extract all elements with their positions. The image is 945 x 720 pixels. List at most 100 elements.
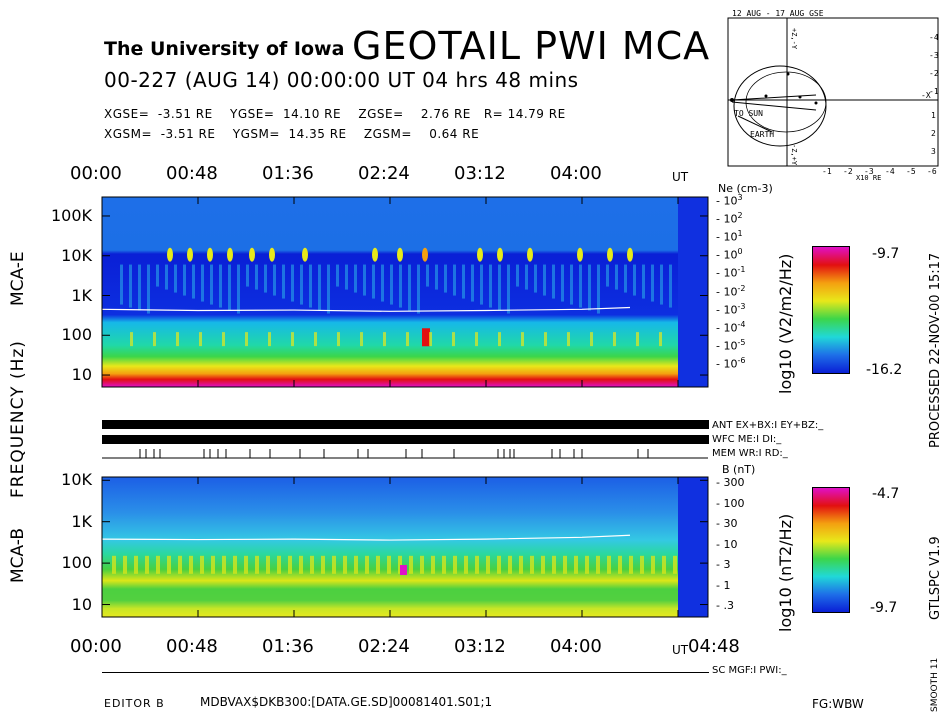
mca-e-streak xyxy=(336,264,339,287)
bottom-time-tick: 01:36 xyxy=(262,636,314,657)
orbit-plot: 12 AUG - 17 AUG GSE TO SUN EARTH -X +Z,-… xyxy=(727,9,939,182)
density-tick: - 10-2 xyxy=(716,283,746,299)
mca-e-streak xyxy=(669,264,672,308)
mca-b-streak xyxy=(596,555,600,574)
mca-e-streak xyxy=(237,264,240,314)
mca-b-streak xyxy=(376,555,380,574)
mca-b-streak xyxy=(244,555,248,574)
to-sun-label: TO SUN xyxy=(734,109,763,118)
mca-b-y-tick: 10 xyxy=(71,594,92,614)
mca-e-yellow-streak xyxy=(268,332,271,347)
mca-e-density-line xyxy=(101,306,631,312)
mca-b-streak xyxy=(277,555,281,574)
mca-b-streak xyxy=(222,555,226,574)
mca-e-hotspot xyxy=(422,328,430,347)
mca-e-cbar-label: log10 (V2/m2/Hz) xyxy=(776,253,795,394)
mca-e-streak xyxy=(345,264,348,290)
mca-e-yellow-streak xyxy=(314,332,317,347)
mca-b-streak xyxy=(134,555,138,574)
fg-label: FG:WBW xyxy=(812,697,864,711)
mca-e-yellow-streak xyxy=(636,332,639,347)
mca-e-yellow-streak xyxy=(406,332,409,347)
mca-e-streak xyxy=(129,264,132,308)
mca-b-streak xyxy=(464,555,468,574)
mca-e-yellow-streak xyxy=(475,332,478,347)
mca-e-streak xyxy=(597,264,600,314)
density-tick: - 10-5 xyxy=(716,337,746,353)
mca-b-streak xyxy=(574,555,578,574)
mca-b-streak xyxy=(629,555,633,574)
mca-e-streak xyxy=(228,264,231,311)
orbit-y-tick: 1 xyxy=(931,111,936,120)
mca-e-streak xyxy=(255,264,258,290)
mca-b-streak xyxy=(618,555,622,574)
mca-b-streak xyxy=(398,555,402,574)
mca-e-label: MCA-E xyxy=(8,251,28,306)
mca-b-colorbar xyxy=(812,487,850,613)
b-tick: - 100 xyxy=(716,496,745,510)
date-line: 00-227 (AUG 14) 00:00:00 UT 04 hrs 48 mi… xyxy=(104,68,579,92)
mca-b-streak xyxy=(112,555,116,574)
mca-e-streak xyxy=(174,264,177,293)
mca-e-streak xyxy=(480,264,483,305)
mca-e-yellow-streak xyxy=(291,332,294,347)
orbit-x-tick: -3 xyxy=(864,167,874,176)
mca-b-streak xyxy=(266,555,270,574)
orbit-x-tick: -4 xyxy=(885,167,895,176)
mca-b-streak xyxy=(420,555,424,574)
orbit-x-tick: -6 xyxy=(927,167,937,176)
top-ut-label: UT xyxy=(672,170,689,184)
mca-b-streak xyxy=(662,555,666,574)
mca-e-streak xyxy=(525,264,528,290)
mca-e-streak xyxy=(615,264,618,290)
mca-e-yellow-streak xyxy=(429,332,432,347)
mca-e-streak xyxy=(219,264,222,308)
processed-label: PROCESSED 22-NOV-00 15:17 xyxy=(928,252,943,448)
svg-text:-Z,+Y: -Z,+Y xyxy=(790,144,798,166)
mca-b-streak xyxy=(332,555,336,574)
mca-b-streak xyxy=(156,555,160,574)
mca-b-streak xyxy=(178,555,182,574)
density-tick: - 103 xyxy=(716,193,743,208)
mca-b-streak xyxy=(145,555,149,574)
mca-e-yellow-streak xyxy=(245,332,248,347)
orbit-y-tick: -3 xyxy=(929,51,939,60)
gsm-coords: XGSM= -3.51 RE YGSM= 14.35 RE ZGSM= 0.64… xyxy=(104,127,480,141)
mca-b-streak xyxy=(508,555,512,574)
mca-e-yellow-streak xyxy=(544,332,547,347)
mca-b-streak xyxy=(167,555,171,574)
mca-b-streak xyxy=(530,555,534,574)
orbit-x-tick: -1 xyxy=(822,167,832,176)
bottom-time-tick: 00:00 xyxy=(70,636,122,657)
mca-e-streak xyxy=(147,264,150,314)
mca-e-streak xyxy=(273,264,276,296)
mca-b-cbar-min: -9.7 xyxy=(870,600,898,616)
mca-e-burst xyxy=(249,247,255,262)
svg-text:X10 RE: X10 RE xyxy=(856,174,881,182)
mca-b-streak xyxy=(640,555,644,574)
gse-coords: XGSE= -3.51 RE YGSE= 14.10 RE ZGSE= 2.76… xyxy=(104,107,566,121)
mca-e-streak xyxy=(399,264,402,308)
mca-e-yellow-streak xyxy=(337,332,340,347)
mca-e-burst xyxy=(269,247,275,262)
top-time-tick: 01:36 xyxy=(262,163,314,184)
mca-e-streak xyxy=(444,264,447,293)
mca-e-yellow-streak xyxy=(360,332,363,347)
mca-e-streak xyxy=(363,264,366,296)
density-tick: - 102 xyxy=(716,211,743,226)
mca-e-yellow-streak xyxy=(590,332,593,347)
mca-e-burst xyxy=(527,247,533,262)
mca-e-streak xyxy=(588,264,591,311)
mca-b-streak xyxy=(552,555,556,574)
b-tick: - 10 xyxy=(716,537,738,551)
bottom-time-tick: 02:24 xyxy=(358,636,410,657)
mca-e-streak xyxy=(192,264,195,299)
mca-e-yellow-streak xyxy=(153,332,156,347)
mca-e-streak xyxy=(381,264,384,302)
mca-b-streak xyxy=(233,555,237,574)
mca-e-burst xyxy=(607,247,613,262)
mca-e-streak xyxy=(390,264,393,305)
svg-text:-X: -X xyxy=(921,91,931,100)
mca-b-streak xyxy=(497,555,501,574)
mca-e-streak xyxy=(633,264,636,296)
